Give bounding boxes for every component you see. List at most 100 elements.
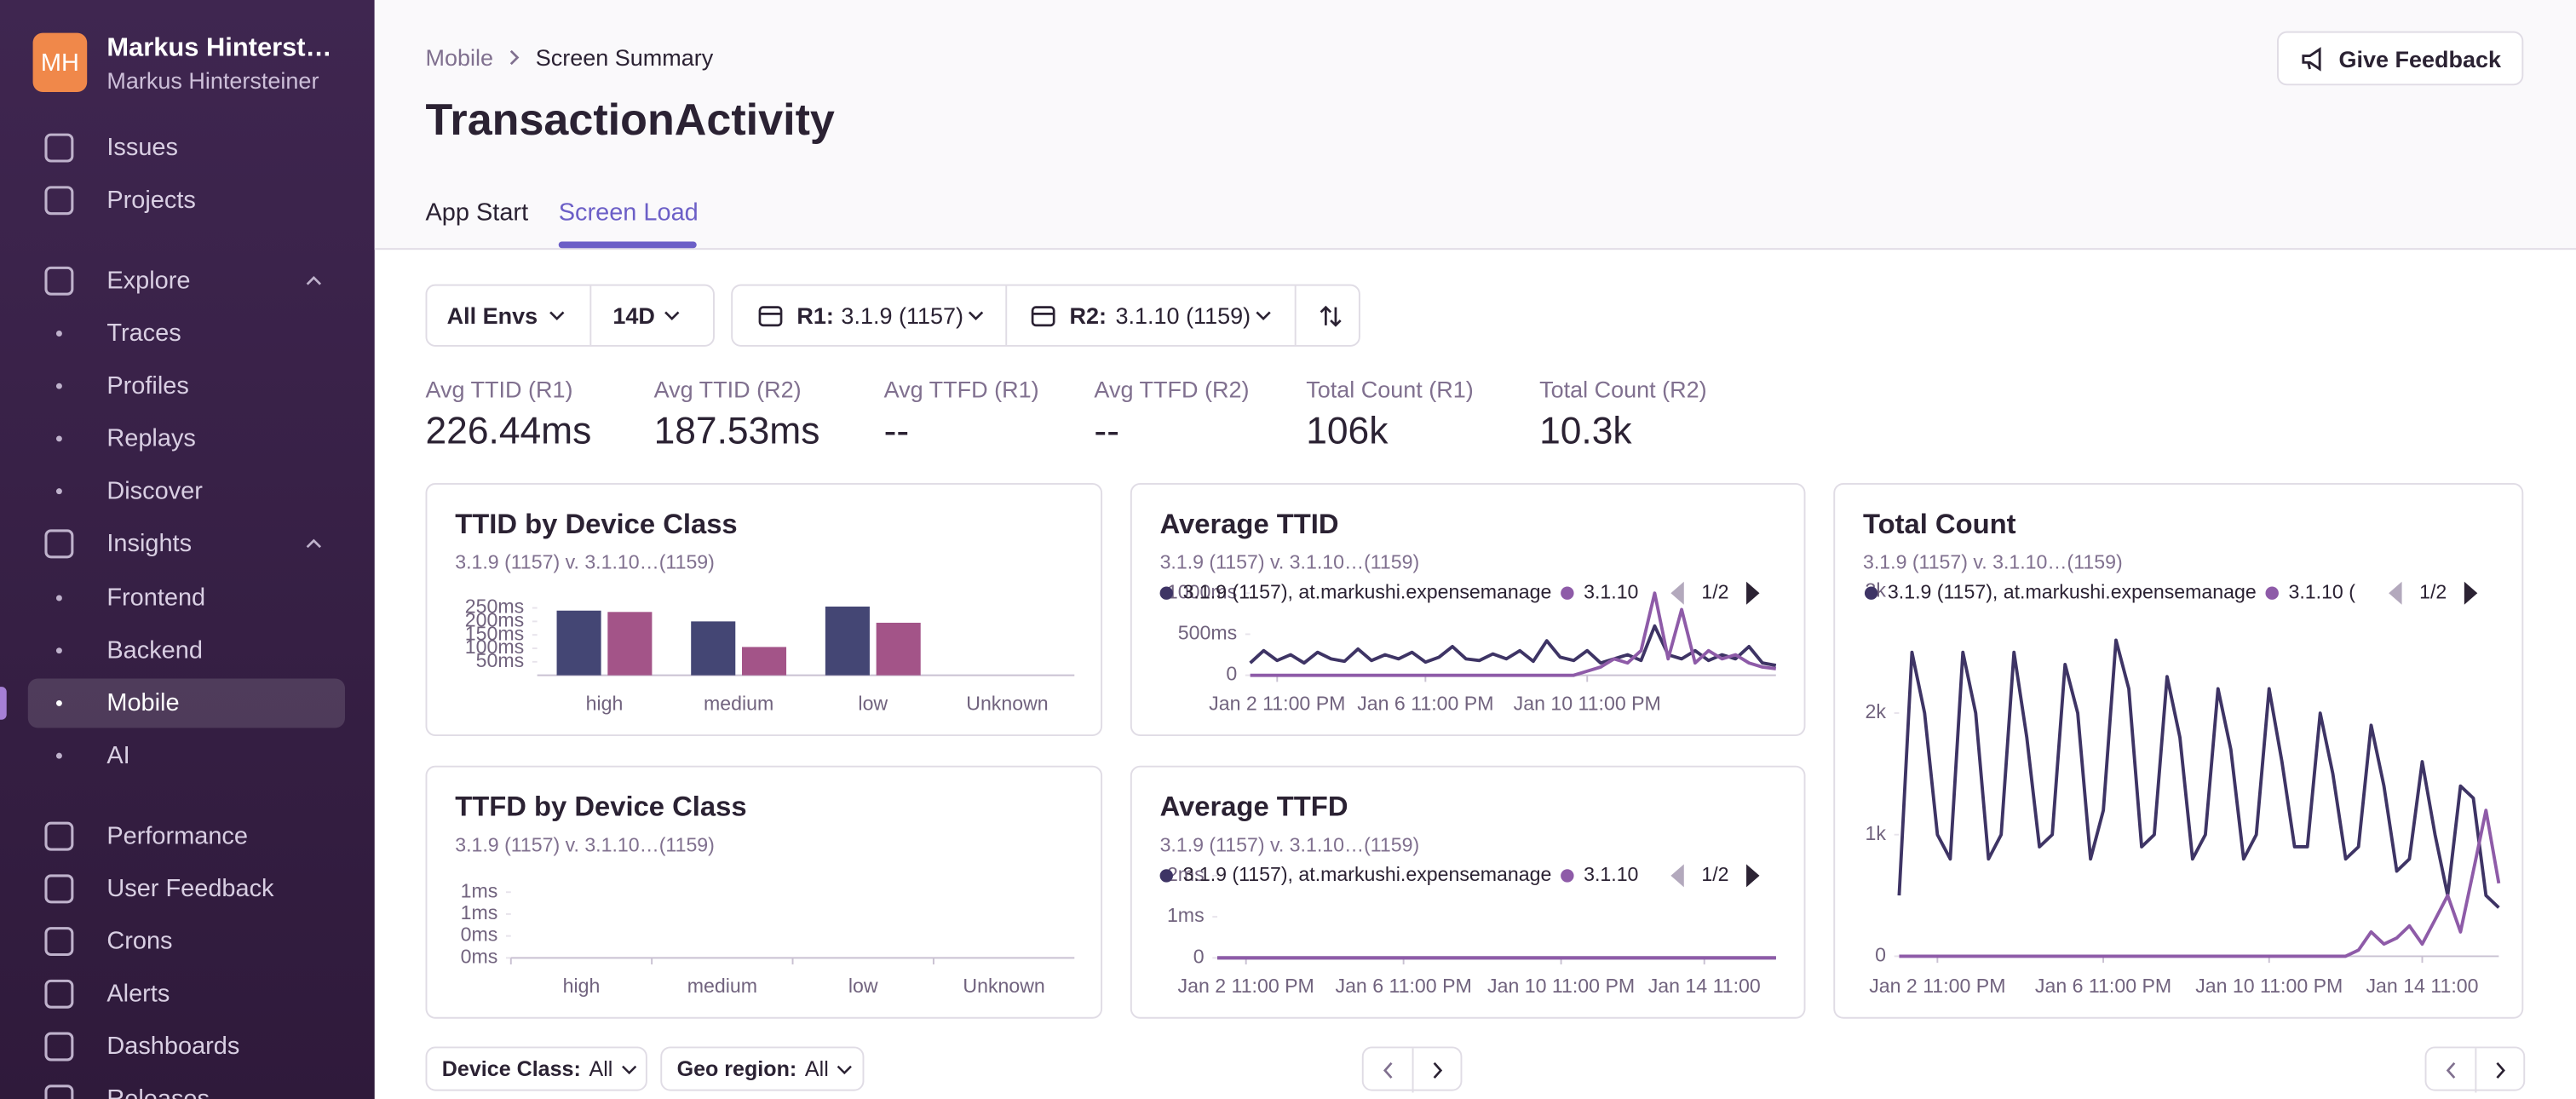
y-tick-label: 2ms bbox=[1167, 863, 1205, 885]
legend-next[interactable] bbox=[1746, 864, 1760, 888]
x-tick-label: Jan 10 11:00 PM bbox=[1487, 975, 1635, 997]
x-tick-label: Jan 2 11:00 PM bbox=[1178, 975, 1314, 997]
nav-item[interactable]: Crons bbox=[106, 927, 173, 956]
metric-value: -- bbox=[1094, 409, 1119, 452]
divider bbox=[1294, 285, 1297, 345]
chart: Average TTID 3.1.9 (1157) v. 3.1.10…(1159… bbox=[1159, 508, 1777, 714]
release-1-select[interactable]: 3.1.9 (1157) bbox=[841, 302, 964, 329]
sidebar: MH Markus Hinterst… Markus Hintersteiner… bbox=[0, 0, 375, 1099]
x-tick-label: Jan 6 11:00 PM bbox=[1357, 692, 1493, 714]
nav-item[interactable]: Backend bbox=[106, 636, 203, 665]
nav-dot bbox=[55, 488, 62, 495]
pager-arrows[interactable] bbox=[1364, 1048, 1464, 1093]
nav-item[interactable]: AI bbox=[106, 741, 130, 770]
legend-label[interactable]: 3.1.9 (1157), at.markushi.expensemanage bbox=[1183, 863, 1552, 885]
active-indicator bbox=[0, 687, 7, 720]
y-tick-label: 0ms bbox=[461, 945, 498, 967]
filter-label: Geo region: bbox=[676, 1056, 797, 1081]
breadcrumb-separator bbox=[509, 49, 520, 66]
tab[interactable]: App Start bbox=[425, 199, 529, 227]
nav-item[interactable]: Dashboards bbox=[106, 1033, 240, 1061]
nav-item[interactable]: Insights bbox=[106, 529, 193, 558]
pager bbox=[1361, 1046, 1464, 1093]
legend-prev[interactable] bbox=[2389, 581, 2402, 605]
breadcrumb[interactable]: Mobile bbox=[425, 44, 494, 71]
legend-dot[interactable] bbox=[1561, 869, 1574, 883]
swap-button[interactable] bbox=[1318, 304, 1344, 329]
collapse-chevron[interactable] bbox=[306, 274, 322, 287]
chart-title: Average TTID bbox=[1160, 508, 1339, 539]
legend-dot[interactable] bbox=[1864, 586, 1878, 600]
filter-label: Device Class: bbox=[441, 1056, 581, 1081]
nav-item[interactable]: Mobile bbox=[106, 689, 180, 717]
bar bbox=[556, 610, 601, 676]
pager-arrows[interactable] bbox=[2426, 1048, 2527, 1093]
legend-next[interactable] bbox=[1746, 581, 1760, 605]
metric-label: Total Count (R1) bbox=[1306, 376, 1474, 403]
legend-label[interactable]: 3.1.10 bbox=[1584, 863, 1638, 885]
legend-label[interactable]: 3.1.10 ( bbox=[2288, 580, 2355, 602]
nav-item[interactable]: Performance bbox=[106, 822, 248, 851]
nav-item[interactable]: Alerts bbox=[106, 980, 170, 1009]
bar bbox=[825, 606, 870, 676]
x-tick-label: Jan 2 11:00 PM bbox=[1869, 975, 2005, 997]
org-name[interactable]: Markus Hinterst… bbox=[106, 34, 332, 63]
legend-label[interactable]: 3.1.10 bbox=[1584, 580, 1638, 602]
legend-dot[interactable] bbox=[2265, 586, 2279, 600]
legend-label[interactable]: 3.1.9 (1157), at.markushi.expensemanage bbox=[1888, 580, 2257, 602]
nav-dot bbox=[55, 595, 62, 601]
nav-dot bbox=[55, 435, 62, 442]
chart-panel: Average TTID 3.1.9 (1157) v. 3.1.10…(1159… bbox=[1130, 482, 1806, 736]
breadcrumb: Screen Summary bbox=[535, 44, 714, 71]
nav-item[interactable]: Projects bbox=[106, 186, 196, 215]
line-series bbox=[1897, 638, 2500, 909]
pager bbox=[2424, 1046, 2527, 1093]
nav-icon bbox=[44, 133, 74, 163]
metric-value: 10.3k bbox=[1539, 409, 1632, 452]
nav-item[interactable]: Replays bbox=[106, 424, 196, 453]
chart-panel: TTID by Device Class 3.1.9 (1157) v. 3.1.… bbox=[425, 482, 1103, 736]
legend-dot[interactable] bbox=[1561, 586, 1574, 600]
nav-item[interactable]: Releases bbox=[106, 1085, 210, 1099]
chevron bbox=[1256, 311, 1271, 321]
nav-item[interactable]: User Feedback bbox=[106, 874, 274, 903]
legend-dot[interactable] bbox=[1159, 869, 1173, 883]
y-tick-label: 0 bbox=[1193, 945, 1205, 967]
geo-region-filter[interactable]: Geo region: All bbox=[660, 1046, 865, 1091]
header: Mobile Screen Summary TransactionActivit… bbox=[374, 0, 2576, 250]
chart-panel: Total Count 3.1.9 (1157) v. 3.1.10…(1159)… bbox=[1833, 482, 2524, 1019]
avatar[interactable]: MH bbox=[32, 32, 88, 92]
feedback-button[interactable]: Give Feedback bbox=[2276, 31, 2524, 86]
nav-item[interactable]: Discover bbox=[106, 477, 203, 506]
y-tick-label: 150ms bbox=[465, 622, 524, 644]
nav-icon bbox=[44, 874, 74, 904]
tab-active[interactable]: Screen Load bbox=[558, 199, 699, 227]
x-tick-label: high bbox=[586, 692, 624, 714]
nav-item[interactable]: Profiles bbox=[106, 371, 189, 400]
chart-title: Average TTFD bbox=[1160, 791, 1348, 822]
y-tick-label: 100ms bbox=[465, 636, 524, 658]
nav-item[interactable]: Issues bbox=[106, 134, 178, 162]
period-select[interactable]: 14D bbox=[612, 302, 655, 329]
collapse-chevron[interactable] bbox=[306, 538, 322, 550]
x-tick-label: Unknown bbox=[966, 692, 1048, 714]
chevron bbox=[837, 1064, 853, 1074]
y-tick-label: 50ms bbox=[476, 649, 525, 671]
y-tick-label: 250ms bbox=[465, 596, 524, 618]
legend-prev[interactable] bbox=[1670, 581, 1684, 605]
y-tick-label: 0 bbox=[1226, 663, 1237, 685]
device-class-filter[interactable]: Device Class: All bbox=[425, 1046, 647, 1091]
x-tick-label: medium bbox=[687, 975, 757, 997]
legend-dot[interactable] bbox=[1159, 586, 1173, 600]
nav-item[interactable]: Traces bbox=[106, 319, 181, 348]
legend-next[interactable] bbox=[2464, 581, 2478, 605]
chart-subtitle: 3.1.9 (1157) v. 3.1.10…(1159) bbox=[455, 833, 715, 855]
legend-prev[interactable] bbox=[1670, 864, 1684, 888]
nav-item[interactable]: Explore bbox=[106, 267, 191, 296]
env-select[interactable]: All Envs bbox=[446, 302, 538, 329]
legend-label[interactable]: 3.1.9 (1157), at.markushi.expensemanage bbox=[1183, 580, 1552, 602]
x-tick-label: Jan 2 11:00 PM bbox=[1209, 692, 1345, 714]
release-2-select[interactable]: 3.1.10 (1159) bbox=[1115, 302, 1251, 329]
nav-dot bbox=[55, 383, 62, 389]
nav-item[interactable]: Frontend bbox=[106, 584, 206, 613]
